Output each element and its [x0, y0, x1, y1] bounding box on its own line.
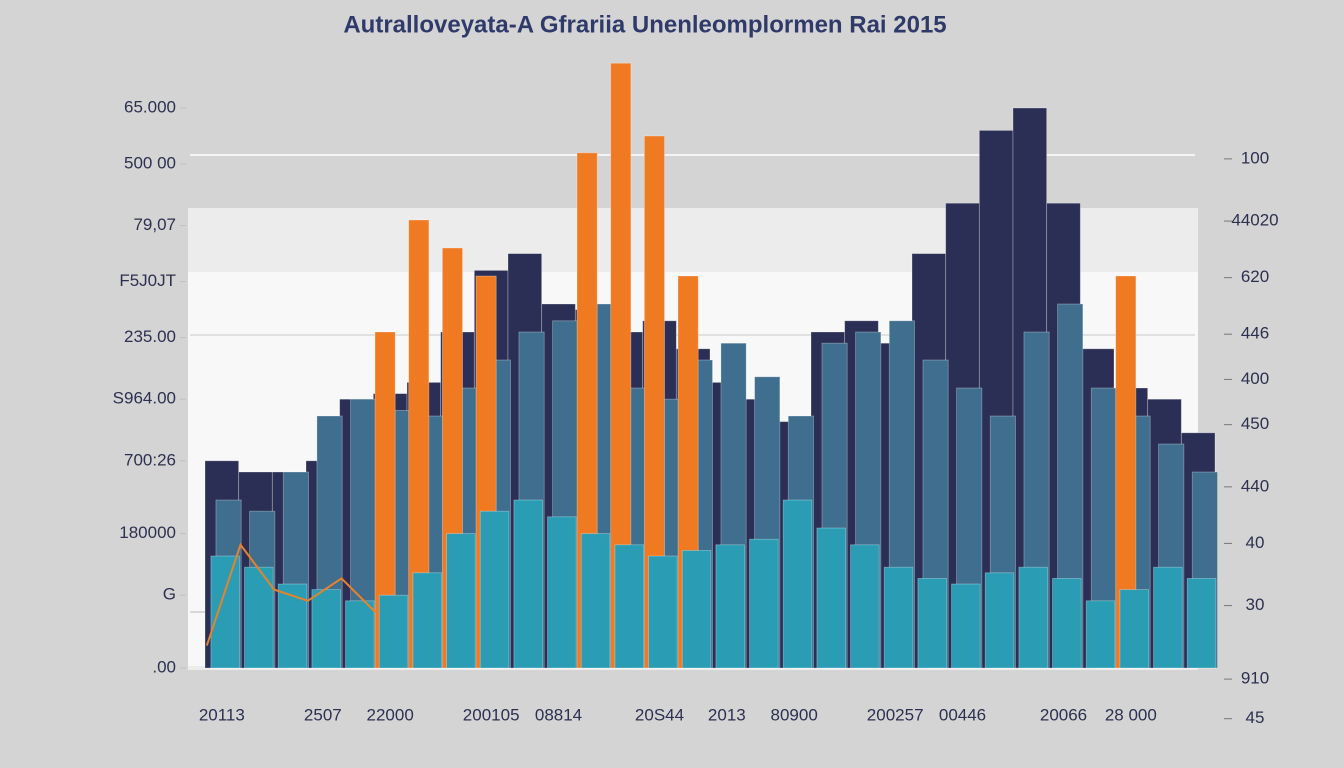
y2-tick-label: 910 [1241, 669, 1269, 688]
x-tick-label: 00446 [939, 705, 986, 724]
bar [681, 550, 712, 669]
x-tick-label: 22000 [367, 705, 414, 724]
y-tick-label: 500 00 [124, 153, 176, 172]
y2-tick-label: 30 [1246, 595, 1265, 614]
x-tick-label: 2013 [708, 705, 746, 724]
y-tick-label: G [163, 585, 176, 604]
y2-tick-label: 440 [1241, 476, 1269, 495]
bar [412, 572, 442, 669]
chart-title: Autralloveyata-A Gfrariia Unenleomplorme… [343, 11, 946, 38]
bar [1119, 589, 1149, 669]
y2-tick-label: 450 [1241, 414, 1269, 433]
bar [951, 583, 981, 669]
y-tick-label: 65.000 [124, 97, 176, 116]
bar [1085, 600, 1116, 669]
y2-tick-label: 45 [1246, 708, 1265, 727]
x-tick-label: 20S44 [635, 705, 684, 724]
y2-tick-label: 44020 [1231, 211, 1278, 230]
bar [1052, 578, 1082, 669]
bar [984, 572, 1015, 669]
bar [749, 538, 779, 669]
bar [816, 527, 846, 669]
y-tick-label: 180000 [119, 523, 176, 542]
line [205, 542, 376, 646]
bar [345, 600, 375, 669]
y-tick-label: F5J0JT [119, 271, 176, 290]
bar [244, 566, 274, 669]
bar [1186, 578, 1217, 669]
x-tick-label: 80900 [771, 705, 818, 724]
y2-tick-label: 446 [1241, 324, 1269, 343]
y2-tick-label: 100 [1241, 148, 1269, 167]
bar [311, 589, 341, 669]
marks [204, 62, 1218, 669]
x-tick-label: 08814 [535, 705, 582, 724]
bar [479, 510, 510, 669]
bar [1153, 566, 1183, 669]
bar [715, 544, 745, 669]
y-tick-label: S964.00 [113, 389, 176, 408]
x-tick-label: 28 000 [1105, 705, 1157, 724]
bar [1018, 566, 1048, 669]
bar [378, 594, 409, 669]
y2-tick-label: 400 [1241, 369, 1269, 388]
bar [614, 544, 644, 669]
x-tick-label: 20113 [199, 705, 245, 724]
bar [547, 516, 577, 669]
bar [648, 555, 678, 669]
bar [850, 544, 880, 669]
x-tick-label: 200105 [463, 705, 520, 724]
y-tick-label: 79,07 [133, 215, 176, 234]
bar [513, 499, 543, 669]
x-tick-label: 200257 [867, 705, 924, 724]
bar [782, 499, 813, 669]
y-tick-label: 700:26 [124, 450, 176, 469]
y2-tick-label: 620 [1241, 267, 1269, 286]
bar [446, 533, 476, 669]
bar [210, 555, 240, 669]
bar [917, 578, 947, 669]
bar [580, 533, 611, 669]
y-tick-label: .00 [152, 657, 176, 676]
y-tick-label: 235.00 [124, 327, 176, 346]
y2-tick-label: 40 [1246, 533, 1265, 552]
x-tick-label: 20066 [1040, 705, 1087, 724]
x-tick-label: 2507 [304, 705, 342, 724]
bar [883, 566, 914, 669]
